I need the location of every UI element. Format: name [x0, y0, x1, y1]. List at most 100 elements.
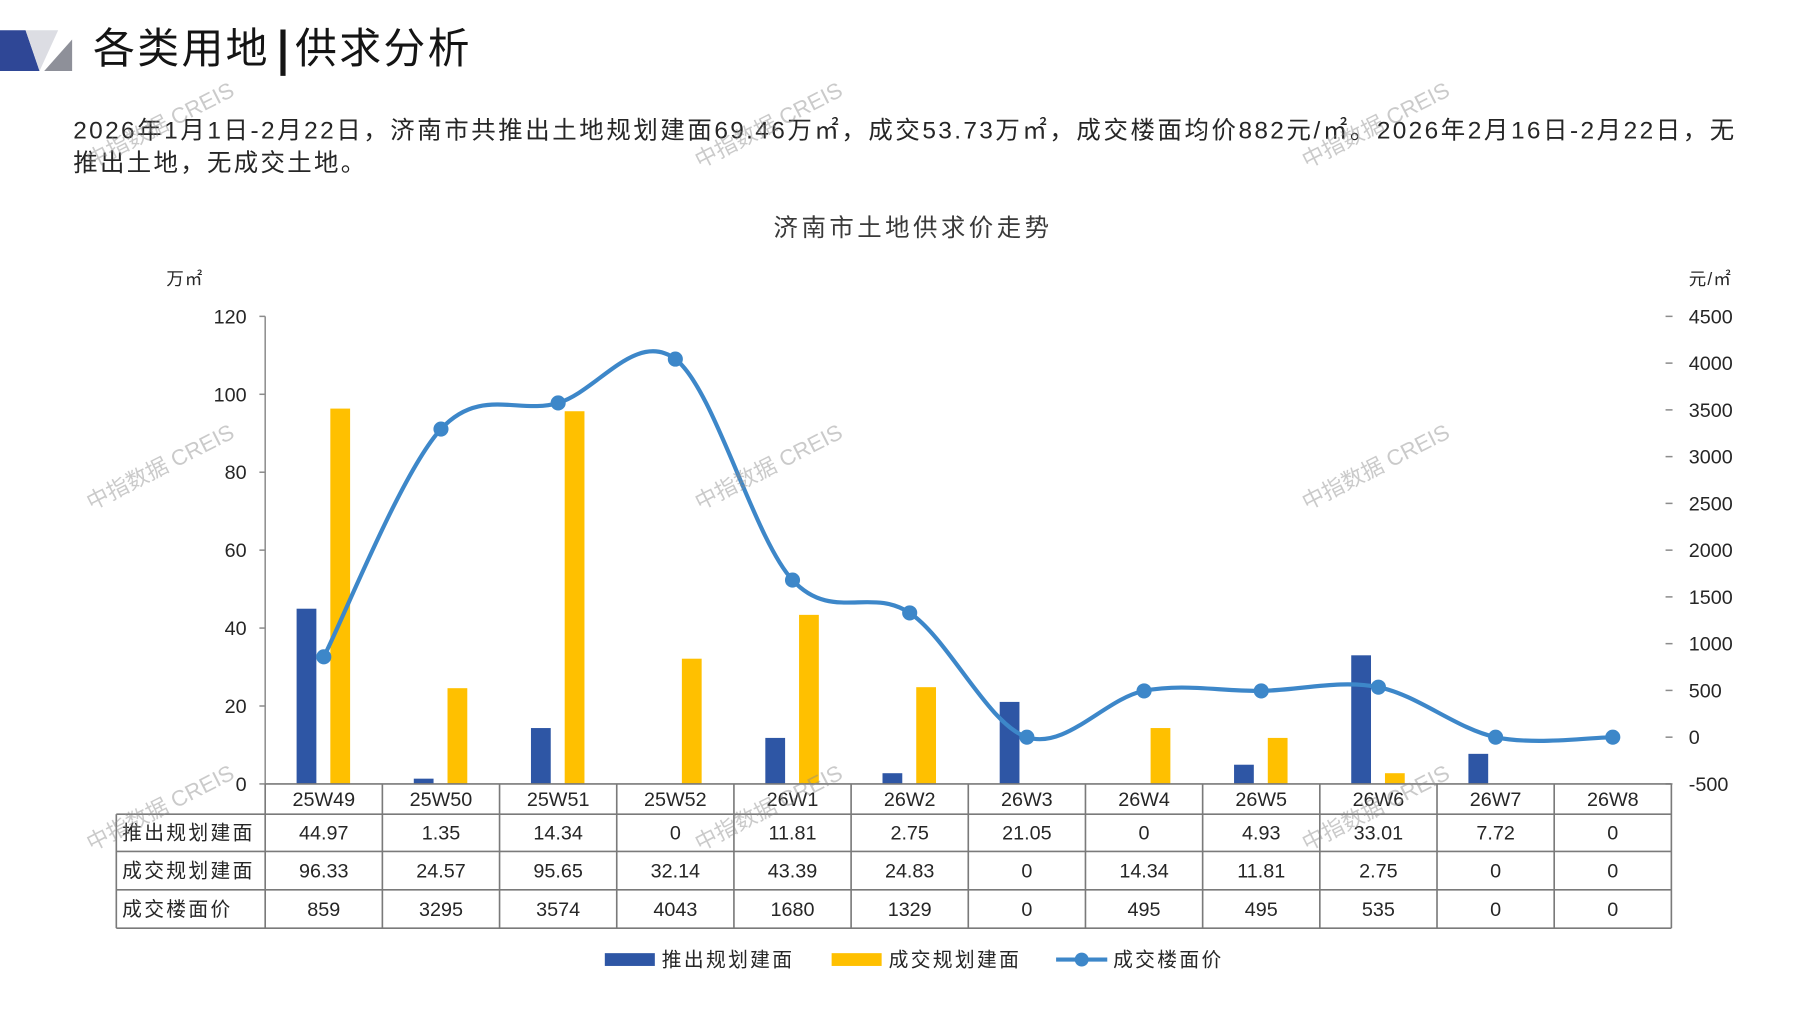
table-cell: 535 [1362, 899, 1395, 921]
table-cell: 95.65 [533, 861, 582, 883]
y2-tick-label: 2000 [1689, 540, 1733, 562]
x-category-label: 26W3 [1001, 789, 1053, 811]
legend-swatch [831, 953, 882, 966]
table-cell: 2.75 [890, 823, 928, 845]
deal-bar [1267, 737, 1288, 784]
watermark: 中指数据 CREIS [691, 419, 847, 515]
table-cell: 0 [1021, 899, 1032, 921]
supply-bar [296, 608, 317, 784]
supply-bar [765, 737, 786, 784]
data-table: 25W49 25W50 25W51 25W52 26W1 26W2 26W3 26W4 26W5… [115, 783, 1673, 929]
table-cell: 859 [307, 899, 340, 921]
legend-label: 推出规划建面 [662, 950, 795, 972]
y2-tick-label: 3500 [1689, 400, 1733, 422]
y2-tick-label: 3000 [1689, 447, 1733, 469]
table-cell: 32.14 [651, 861, 700, 883]
x-category-label: 25W50 [410, 789, 473, 811]
table-cell: 0 [670, 823, 681, 845]
y2-tick-label: 4500 [1689, 306, 1733, 328]
page-title: 各类用地 | 供求分析 [93, 21, 472, 79]
title-section: 各类用地 [93, 25, 270, 74]
y2-tick-label: 2500 [1689, 493, 1733, 515]
legend-swatch [604, 953, 655, 966]
marker-light-shape [25, 30, 59, 71]
deal-bar [564, 411, 585, 784]
x-category-label: 26W8 [1587, 789, 1639, 811]
y2-tick-label: 0 [1689, 727, 1700, 749]
watermark: 中指数据 CREIS [691, 77, 847, 173]
x-category-label: 26W2 [884, 789, 936, 811]
x-category-label: 25W51 [527, 789, 590, 811]
table-cell: 21.05 [1002, 823, 1051, 845]
table-cell: 44.97 [299, 823, 348, 845]
price-point [1488, 729, 1504, 745]
price-point [1019, 729, 1035, 745]
supply-bar [413, 778, 434, 784]
chart-title: 济南市土地供求价走势 [774, 215, 1053, 242]
price-point [316, 649, 332, 665]
table-cell: 3574 [536, 899, 580, 921]
x-category-label: 26W7 [1470, 789, 1522, 811]
table-cell: 96.33 [299, 861, 348, 883]
deal-bar [1384, 773, 1405, 784]
y-tick-label: 80 [225, 462, 247, 484]
table-cell: 24.57 [416, 861, 465, 883]
supply-bar [1351, 655, 1372, 784]
bar-series [296, 408, 1489, 784]
table-cell: 24.83 [885, 861, 934, 883]
y2-tick-label: 1000 [1689, 634, 1733, 656]
y-tick-label: 120 [214, 306, 247, 328]
price-point [902, 605, 918, 621]
y2-axis-unit: 元/㎡ [1689, 269, 1732, 289]
price-point [1370, 679, 1386, 695]
y-axis-unit: 万㎡ [166, 269, 203, 289]
y2-tick-label: 500 [1689, 680, 1722, 702]
table-cell: 14.34 [1119, 861, 1168, 883]
y2-tick-label: 1500 [1689, 587, 1733, 609]
table-cell: 33.01 [1354, 823, 1403, 845]
watermark: 中指数据 CREIS [1298, 77, 1454, 173]
axes: 0 20 40 60 80 100 120 -500 0 500 1000 1500 2000 2500 3… [214, 306, 1733, 796]
x-category-label: 26W6 [1353, 789, 1405, 811]
title-separator: | [274, 23, 292, 77]
table-cell: 495 [1245, 899, 1278, 921]
x-category-label: 26W1 [767, 789, 819, 811]
x-category-label: 25W49 [292, 789, 355, 811]
table-cell: 2.75 [1359, 861, 1397, 883]
table-cell: 0 [1490, 899, 1501, 921]
marker-gray-shape [44, 39, 73, 71]
deal-bar [447, 688, 468, 784]
table-cell: 0 [1490, 861, 1501, 883]
y-tick-label: 20 [225, 696, 247, 718]
title-topic: 供求分析 [294, 25, 472, 74]
table-cell: 0 [1607, 823, 1618, 845]
y2-tick-label: -500 [1689, 774, 1729, 796]
legend-label: 成交规划建面 [889, 950, 1022, 972]
table-cell: 4.93 [1242, 823, 1280, 845]
x-category-label: 25W52 [644, 789, 707, 811]
table-cell: 1680 [771, 899, 815, 921]
price-point [784, 572, 801, 588]
watermark: 中指数据 CREIS [82, 419, 238, 515]
table-cell: 0 [1607, 899, 1618, 921]
price-point [1253, 683, 1269, 699]
table-row-label: 成交楼面价 [122, 899, 232, 921]
y-tick-label: 40 [225, 618, 247, 640]
section-marker-icon [0, 30, 73, 71]
marker-navy-shape [0, 30, 40, 71]
y-tick-label: 0 [236, 774, 247, 796]
table-cell: 0 [1021, 861, 1032, 883]
y2-tick-label: 4000 [1689, 353, 1733, 375]
deal-bar [330, 408, 351, 784]
table-cell: 11.81 [1237, 861, 1285, 883]
price-point [550, 395, 566, 411]
table-cell: 7.72 [1476, 823, 1514, 845]
supply-bar [882, 773, 903, 784]
summary-text: 2026年1月1日-2月22日，济南市共推出土地规划建面69.46万㎡，成交53… [73, 117, 1737, 177]
y-tick-label: 100 [214, 384, 247, 406]
price-point [667, 351, 683, 367]
watermark: 中指数据 CREIS [1298, 419, 1454, 515]
deal-bar [799, 614, 819, 784]
